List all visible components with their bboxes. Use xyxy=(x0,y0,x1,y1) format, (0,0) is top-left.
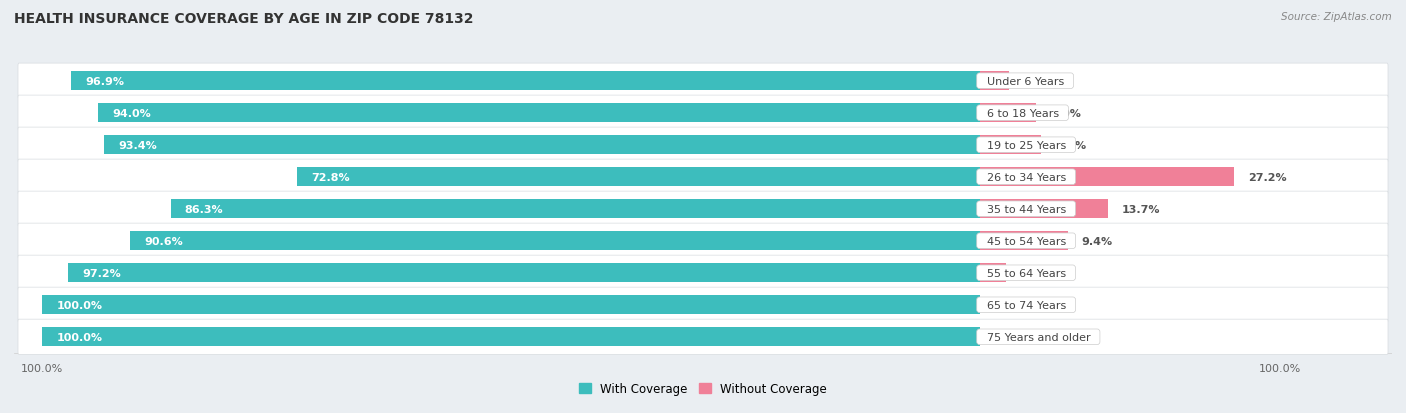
FancyBboxPatch shape xyxy=(18,192,1388,227)
Bar xyxy=(980,104,1036,123)
Text: 75 Years and older: 75 Years and older xyxy=(980,332,1097,342)
FancyBboxPatch shape xyxy=(18,128,1388,163)
FancyBboxPatch shape xyxy=(18,223,1388,259)
Text: 45 to 54 Years: 45 to 54 Years xyxy=(980,236,1073,246)
Text: 6 to 18 Years: 6 to 18 Years xyxy=(980,109,1066,119)
Text: 6.6%: 6.6% xyxy=(1056,140,1087,150)
Text: 19 to 25 Years: 19 to 25 Years xyxy=(980,140,1073,150)
Text: 35 to 44 Years: 35 to 44 Years xyxy=(980,204,1073,214)
Bar xyxy=(42,296,980,314)
Text: 97.2%: 97.2% xyxy=(83,268,121,278)
Text: 96.9%: 96.9% xyxy=(86,76,124,86)
Text: 100.0%: 100.0% xyxy=(56,332,103,342)
Text: HEALTH INSURANCE COVERAGE BY AGE IN ZIP CODE 78132: HEALTH INSURANCE COVERAGE BY AGE IN ZIP … xyxy=(14,12,474,26)
Bar xyxy=(72,72,980,91)
Bar xyxy=(297,168,980,187)
Text: 93.4%: 93.4% xyxy=(118,140,157,150)
Text: 55 to 64 Years: 55 to 64 Years xyxy=(980,268,1073,278)
Legend: With Coverage, Without Coverage: With Coverage, Without Coverage xyxy=(574,377,832,400)
Bar xyxy=(104,136,980,154)
Bar xyxy=(170,200,980,218)
Bar xyxy=(980,232,1067,250)
Bar xyxy=(980,168,1234,187)
Bar xyxy=(980,72,1008,91)
Text: Under 6 Years: Under 6 Years xyxy=(980,76,1071,86)
Text: 90.6%: 90.6% xyxy=(145,236,183,246)
Text: 6.0%: 6.0% xyxy=(1050,109,1081,119)
Bar xyxy=(42,328,980,346)
Bar xyxy=(98,104,980,123)
Text: 65 to 74 Years: 65 to 74 Years xyxy=(980,300,1073,310)
Bar xyxy=(980,264,1005,282)
Text: Source: ZipAtlas.com: Source: ZipAtlas.com xyxy=(1281,12,1392,22)
FancyBboxPatch shape xyxy=(18,287,1388,323)
Bar xyxy=(131,232,980,250)
Text: 3.1%: 3.1% xyxy=(1022,76,1053,86)
Text: 13.7%: 13.7% xyxy=(1122,204,1160,214)
FancyBboxPatch shape xyxy=(18,256,1388,291)
Bar xyxy=(980,200,1108,218)
Text: 26 to 34 Years: 26 to 34 Years xyxy=(980,172,1073,182)
FancyBboxPatch shape xyxy=(18,64,1388,99)
Text: 27.2%: 27.2% xyxy=(1249,172,1286,182)
Text: 9.4%: 9.4% xyxy=(1081,236,1112,246)
FancyBboxPatch shape xyxy=(18,160,1388,195)
Text: 94.0%: 94.0% xyxy=(112,109,152,119)
Text: 86.3%: 86.3% xyxy=(184,204,224,214)
Text: 72.8%: 72.8% xyxy=(311,172,350,182)
Text: 100.0%: 100.0% xyxy=(56,300,103,310)
Bar xyxy=(69,264,980,282)
Text: 2.8%: 2.8% xyxy=(1019,268,1050,278)
FancyBboxPatch shape xyxy=(18,319,1388,354)
Bar xyxy=(980,136,1042,154)
Text: 0.0%: 0.0% xyxy=(994,332,1024,342)
Text: 0.0%: 0.0% xyxy=(994,300,1024,310)
FancyBboxPatch shape xyxy=(18,96,1388,131)
